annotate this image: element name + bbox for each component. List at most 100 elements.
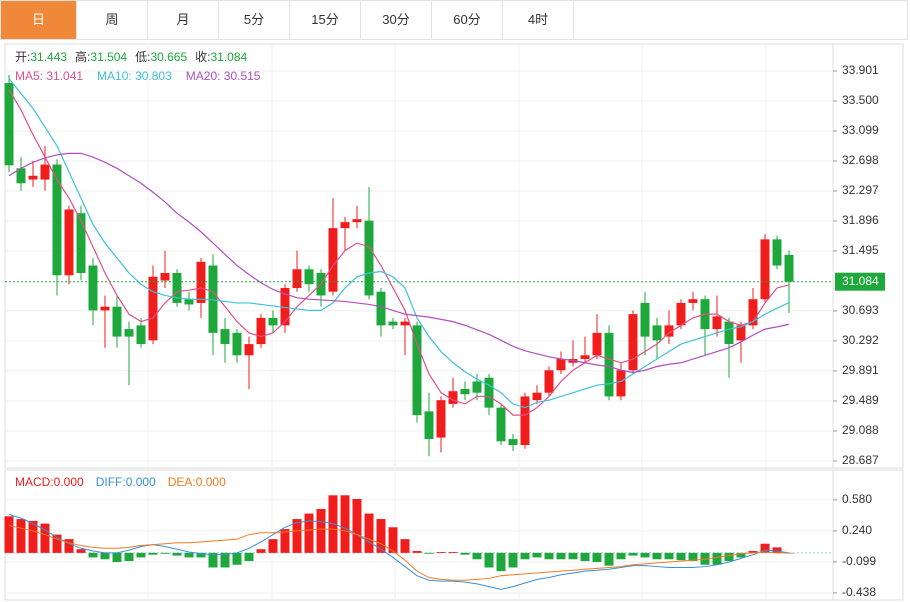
y-tick-label: -0.438: [842, 585, 876, 599]
candle-body: [256, 317, 266, 345]
candle-body: [88, 265, 98, 311]
macd-bar: [604, 552, 614, 566]
macd-bar: [664, 552, 674, 560]
candle-body: [472, 381, 482, 393]
candle-body: [124, 329, 134, 337]
macd-bar: [232, 552, 242, 565]
candle-body: [208, 265, 218, 333]
info-label: 低:: [135, 50, 150, 64]
candle-body: [628, 314, 638, 371]
macd-bar: [496, 552, 506, 572]
macd-bar: [376, 519, 386, 553]
candle-body: [544, 370, 554, 393]
y-tick-label: 30.292: [842, 333, 879, 347]
period-tab[interactable]: 15分: [290, 1, 361, 39]
candle-body: [436, 400, 446, 438]
macd-bar: [340, 495, 350, 553]
macd-bar: [112, 552, 122, 562]
last-price-label: 31.084: [842, 274, 879, 288]
macd-bar: [592, 552, 602, 562]
period-tab[interactable]: 5分: [219, 1, 290, 39]
candle-body: [616, 370, 626, 397]
candle-body: [64, 209, 74, 276]
candle-body: [112, 306, 122, 337]
candle-body: [784, 254, 794, 282]
legend-entry: MA10: 30.803: [97, 69, 172, 83]
macd-bar: [280, 529, 290, 553]
macd-bar: [256, 549, 266, 553]
macd-bar: [52, 534, 62, 553]
candle-body: [268, 317, 278, 326]
period-tab[interactable]: 日: [1, 1, 77, 39]
y-tick-label: 32.698: [842, 153, 879, 167]
macd-bar: [460, 552, 470, 555]
macd-bar: [532, 552, 542, 558]
period-tab[interactable]: 60分: [432, 1, 503, 39]
macd-bar: [508, 552, 518, 568]
macd-bar: [436, 551, 446, 553]
legend-entry: MA20: 30.515: [186, 69, 261, 83]
candle-body: [196, 261, 206, 303]
info-label: 开:: [15, 50, 30, 64]
indicator-line: [8, 524, 789, 581]
candle-body: [640, 302, 650, 337]
candle-body: [772, 239, 782, 266]
y-tick-label: 33.099: [842, 123, 879, 137]
y-tick-label: 0.240: [842, 523, 872, 537]
last-price-box: [835, 272, 885, 291]
candle-body: [748, 299, 758, 326]
candle-body: [16, 168, 26, 184]
info-value: 31.084: [210, 50, 247, 64]
candle-body: [76, 213, 86, 274]
macd-bar: [88, 552, 98, 558]
y-tick-label: 29.088: [842, 423, 879, 437]
macd-bar: [616, 552, 626, 560]
y-tick-label: 28.687: [842, 453, 879, 467]
macd-bar: [268, 539, 278, 553]
y-tick-label: 32.297: [842, 183, 879, 197]
info-label: 收:: [195, 50, 210, 64]
info-value: 31.504: [90, 50, 127, 64]
candle-body: [532, 392, 542, 401]
macd-bar: [4, 516, 14, 553]
macd-bar: [640, 552, 650, 558]
macd-bar: [388, 527, 398, 553]
macd-bar: [760, 543, 770, 553]
period-tab[interactable]: 30分: [361, 1, 432, 39]
candle-body: [100, 306, 110, 311]
macd-bar: [568, 552, 578, 560]
candle-body: [160, 273, 170, 281]
candle-body: [760, 239, 770, 300]
macd-bar: [124, 552, 134, 562]
macd-bar: [736, 552, 746, 558]
panel-frame: [4, 43, 904, 469]
macd-bar: [76, 549, 86, 553]
macd-bar: [676, 552, 686, 561]
candle-body: [556, 359, 566, 371]
period-tab[interactable]: 4时: [503, 1, 574, 39]
y-tick-label: 0.580: [842, 492, 872, 506]
candle-body: [28, 175, 38, 180]
macd-bar: [292, 519, 302, 553]
period-tab[interactable]: 周: [77, 1, 148, 39]
macd-bar: [580, 552, 590, 562]
macd-bar: [652, 552, 662, 560]
period-tab[interactable]: 月: [148, 1, 219, 39]
candle-body: [172, 273, 182, 303]
candle-body: [448, 391, 458, 404]
macd-bar: [412, 551, 422, 553]
y-tick-label: 29.891: [842, 363, 879, 377]
candle-body: [4, 83, 14, 166]
y-tick-label: -0.099: [842, 554, 876, 568]
macd-bar: [712, 552, 722, 565]
candle-body: [484, 377, 494, 408]
macd-bar: [520, 552, 530, 560]
macd-bar: [688, 552, 698, 562]
y-tick-label: 31.896: [842, 213, 879, 227]
macd-bar: [316, 509, 326, 553]
macd-bar: [184, 552, 194, 558]
info-label: 高:: [75, 49, 90, 64]
candle-body: [340, 222, 350, 229]
